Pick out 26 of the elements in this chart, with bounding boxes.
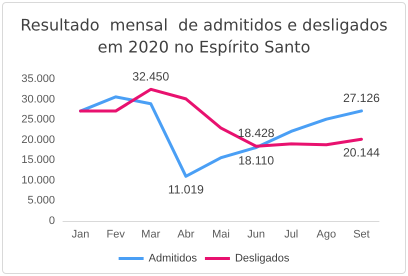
data-label: 20.144 — [343, 145, 380, 160]
x-tick-label: Jun — [247, 228, 265, 240]
x-tick-label: Ago — [316, 228, 336, 240]
y-tick-label: 35.000 — [21, 73, 55, 85]
data-label: 32.450 — [132, 69, 170, 84]
legend-label: Desligados — [234, 252, 290, 264]
x-tick-label: Fev — [106, 228, 126, 240]
data-label: 11.019 — [168, 182, 204, 196]
y-tick-label: 25.000 — [21, 114, 55, 126]
y-tick-label: 0 — [48, 215, 55, 227]
x-tick-label: Mar — [141, 228, 161, 240]
x-tick-label: Abr — [177, 228, 195, 240]
y-tick-label: 15.000 — [21, 154, 55, 166]
x-tick-label: Set — [353, 228, 370, 240]
y-tick-label: 20.000 — [21, 134, 55, 146]
y-tick-label: 10.000 — [21, 174, 55, 186]
x-tick-label: Jan — [72, 228, 90, 240]
data-label: 18.428 — [238, 126, 275, 140]
y-tick-label: 30.000 — [21, 93, 55, 106]
data-label: 27.126 — [343, 90, 380, 105]
legend-label: Admitidos — [148, 252, 198, 264]
x-tick-label: Mai — [212, 228, 230, 240]
data-label: 18.110 — [238, 154, 274, 168]
chart-title: Resultado mensal de admitidos e desligados em 2020 no Espírito Santo — [20, 16, 388, 56]
x-tick-label: Jul — [284, 228, 298, 240]
y-tick-label: 5.000 — [27, 194, 55, 207]
